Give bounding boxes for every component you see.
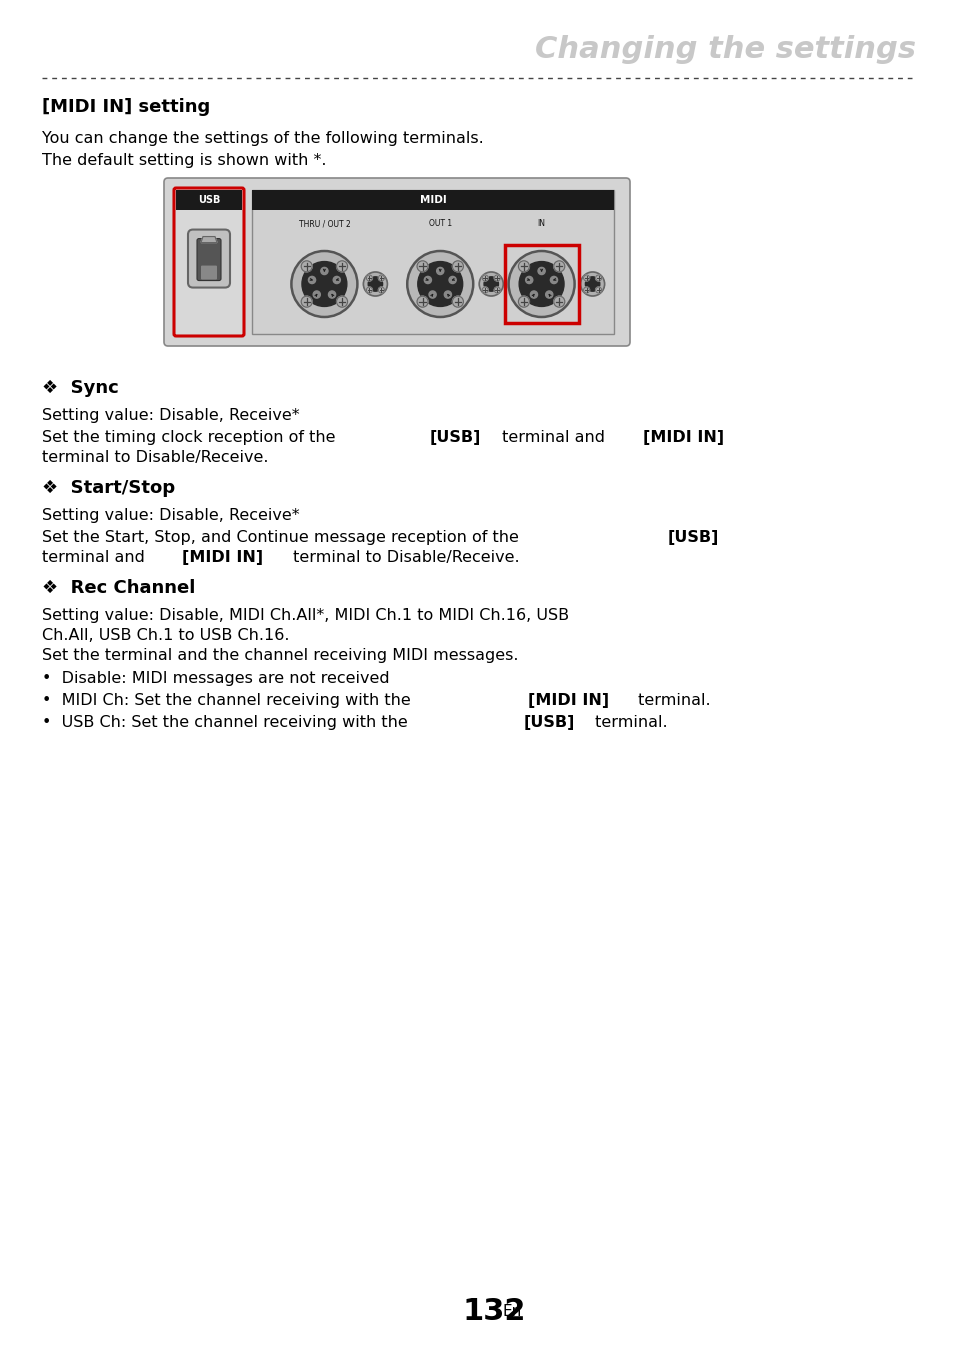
Circle shape <box>595 275 601 280</box>
Text: Set the timing clock reception of the: Set the timing clock reception of the <box>42 430 340 445</box>
Circle shape <box>301 297 312 307</box>
FancyBboxPatch shape <box>201 266 216 279</box>
Circle shape <box>494 287 499 293</box>
Circle shape <box>518 262 563 306</box>
Text: terminal and: terminal and <box>42 550 150 566</box>
Circle shape <box>583 287 589 293</box>
Bar <box>504 245 578 324</box>
Circle shape <box>320 267 328 275</box>
Circle shape <box>537 267 544 275</box>
Circle shape <box>483 276 497 291</box>
Text: •  Disable: MIDI messages are not received: • Disable: MIDI messages are not receive… <box>42 671 389 686</box>
Circle shape <box>416 297 428 307</box>
Circle shape <box>291 251 357 317</box>
Text: IN: IN <box>537 220 545 229</box>
Text: •  MIDI Ch: Set the channel receiving with the: • MIDI Ch: Set the channel receiving wit… <box>42 693 416 709</box>
Text: [MIDI IN]: [MIDI IN] <box>527 693 608 709</box>
Text: The default setting is shown with *.: The default setting is shown with *. <box>42 152 326 167</box>
Circle shape <box>366 275 372 280</box>
Circle shape <box>585 276 599 291</box>
Text: THRU / OUT 2: THRU / OUT 2 <box>298 220 350 229</box>
Circle shape <box>517 297 529 307</box>
Circle shape <box>313 291 320 298</box>
Text: terminal to Disable/Receive.: terminal to Disable/Receive. <box>42 450 268 465</box>
Circle shape <box>580 272 604 297</box>
Circle shape <box>550 276 557 283</box>
Circle shape <box>328 291 335 298</box>
Text: MIDI: MIDI <box>419 195 446 205</box>
Text: ❖  Start/Stop: ❖ Start/Stop <box>42 479 175 497</box>
FancyBboxPatch shape <box>196 239 221 280</box>
Circle shape <box>595 287 601 293</box>
Circle shape <box>301 260 312 272</box>
FancyBboxPatch shape <box>188 229 230 287</box>
Text: Set the Start, Stop, and Continue message reception of the: Set the Start, Stop, and Continue messag… <box>42 531 523 546</box>
Polygon shape <box>201 236 216 243</box>
Text: Ch.All, USB Ch.1 to USB Ch.16.: Ch.All, USB Ch.1 to USB Ch.16. <box>42 628 289 643</box>
Circle shape <box>302 262 347 306</box>
Bar <box>175 190 242 210</box>
Circle shape <box>368 276 382 291</box>
Circle shape <box>336 260 347 272</box>
Text: terminal.: terminal. <box>590 716 667 731</box>
FancyBboxPatch shape <box>173 187 244 336</box>
Text: OUT 1: OUT 1 <box>428 220 452 229</box>
Text: [USB]: [USB] <box>430 430 480 445</box>
Circle shape <box>378 275 384 280</box>
Text: ❖  Rec Channel: ❖ Rec Channel <box>42 580 195 597</box>
Text: 132: 132 <box>462 1298 526 1326</box>
Text: terminal and: terminal and <box>496 430 609 445</box>
Text: En: En <box>502 1305 521 1320</box>
Text: terminal to Disable/Receive.: terminal to Disable/Receive. <box>287 550 518 566</box>
Circle shape <box>452 260 463 272</box>
Text: [MIDI IN]: [MIDI IN] <box>642 430 724 445</box>
Text: Setting value: Disable, Receive*: Setting value: Disable, Receive* <box>42 408 299 423</box>
Circle shape <box>481 275 488 280</box>
Circle shape <box>478 272 503 297</box>
Text: USB: USB <box>197 195 220 205</box>
Text: Changing the settings: Changing the settings <box>535 35 915 65</box>
Text: You can change the settings of the following terminals.: You can change the settings of the follo… <box>42 131 483 146</box>
Circle shape <box>494 275 499 280</box>
Circle shape <box>508 251 574 317</box>
Bar <box>252 190 614 210</box>
Circle shape <box>363 272 387 297</box>
Text: Set the terminal and the channel receiving MIDI messages.: Set the terminal and the channel receivi… <box>42 648 518 663</box>
Circle shape <box>407 251 473 317</box>
Circle shape <box>553 297 564 307</box>
Circle shape <box>452 297 463 307</box>
FancyBboxPatch shape <box>164 178 629 346</box>
Text: [MIDI IN] setting: [MIDI IN] setting <box>42 98 210 116</box>
Circle shape <box>366 287 372 293</box>
Circle shape <box>525 276 533 283</box>
Circle shape <box>583 275 589 280</box>
Circle shape <box>517 260 529 272</box>
Circle shape <box>481 287 488 293</box>
Circle shape <box>336 297 347 307</box>
Text: terminal.: terminal. <box>632 693 710 709</box>
Circle shape <box>416 260 428 272</box>
Circle shape <box>424 276 431 283</box>
Text: [USB]: [USB] <box>667 531 719 546</box>
Circle shape <box>530 291 537 298</box>
Text: •  USB Ch: Set the channel receiving with the: • USB Ch: Set the channel receiving with… <box>42 716 413 731</box>
Text: ❖  Sync: ❖ Sync <box>42 379 118 398</box>
Text: Setting value: Disable, Receive*: Setting value: Disable, Receive* <box>42 508 299 523</box>
Circle shape <box>333 276 340 283</box>
Circle shape <box>449 276 456 283</box>
Circle shape <box>417 262 462 306</box>
Circle shape <box>553 260 564 272</box>
Circle shape <box>436 267 443 275</box>
Circle shape <box>545 291 552 298</box>
Bar <box>252 190 614 334</box>
Circle shape <box>308 276 315 283</box>
Circle shape <box>444 291 451 298</box>
Text: Setting value: Disable, MIDI Ch.All*, MIDI Ch.1 to MIDI Ch.16, USB: Setting value: Disable, MIDI Ch.All*, MI… <box>42 608 569 624</box>
Circle shape <box>378 287 384 293</box>
Circle shape <box>429 291 436 298</box>
Text: [MIDI IN]: [MIDI IN] <box>182 550 263 566</box>
Text: [USB]: [USB] <box>523 716 575 731</box>
